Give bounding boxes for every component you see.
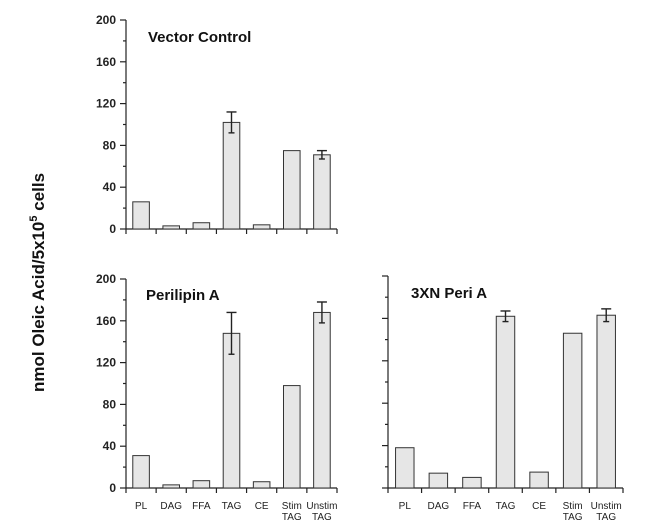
bar [132,201,150,230]
x-category-label: DAG [428,501,450,512]
bar [462,476,482,489]
panel-title: 3XN Peri A [411,285,487,302]
y-axis-label-main: nmol Oleic Acid/5x10 [29,222,48,392]
y-tick-label: 160 [96,314,116,328]
x-category-label: TAG [312,512,332,523]
x-category-label: FFA [192,501,211,512]
x-category-label: Stim [282,501,302,512]
x-category-label: TAG [563,512,583,523]
y-tick-label: 40 [103,439,117,453]
x-category-label: Unstim [306,501,337,512]
y-tick-label: 200 [96,272,116,286]
y-tick-label: 40 [103,180,117,194]
x-category-label: DAG [160,501,182,512]
bar [192,480,211,489]
bar [282,385,301,489]
x-category-label: PL [399,501,412,512]
bar [596,314,616,489]
x-category-label: Unstim [591,501,622,512]
bar [313,154,331,230]
y-tick-label: 0 [109,222,116,236]
bar [395,447,415,489]
y-tick-label: 0 [109,481,116,495]
bar [162,484,181,489]
bar [132,455,150,489]
y-tick-label: 200 [96,13,116,27]
bar [529,471,549,489]
y-tick-label: 120 [96,97,116,111]
y-tick-label: 160 [96,55,116,69]
x-category-label: TAG [596,512,616,523]
x-category-label: CE [255,501,269,512]
bar [192,222,211,230]
x-category-label: Stim [563,501,583,512]
bar [562,332,583,489]
x-category-label: TAG [496,501,516,512]
y-axis-label: nmol Oleic Acid/5x105 cells [28,173,48,392]
panel-title: Perilipin A [146,287,220,304]
y-tick-label: 80 [103,397,117,411]
panel-vector-control: 0 40 80 120 160 200 Vector Control [96,13,338,236]
x-category-label: TAG [222,501,242,512]
panel-perilipin-a: 0 40 80 120 160 200 Perilipin A PL DAG FFA TAG CE St… [96,272,338,523]
bar [282,150,301,230]
x-category-label: CE [532,501,546,512]
bar [252,481,271,489]
bar [222,121,241,230]
bar [313,311,331,489]
x-category-label: FFA [463,501,482,512]
bar [252,224,271,230]
panel-title: Vector Control [148,29,251,46]
x-category-label: TAG [282,512,302,523]
bar [222,332,241,489]
y-axis-label-suffix: cells [29,173,48,216]
y-tick-label: 80 [103,138,117,152]
bar [428,472,449,489]
bar [162,225,181,230]
y-tick-label: 120 [96,356,116,370]
bar [495,315,516,489]
x-category-label: PL [135,501,148,512]
y-axis-label-superscript: 5 [28,215,40,221]
